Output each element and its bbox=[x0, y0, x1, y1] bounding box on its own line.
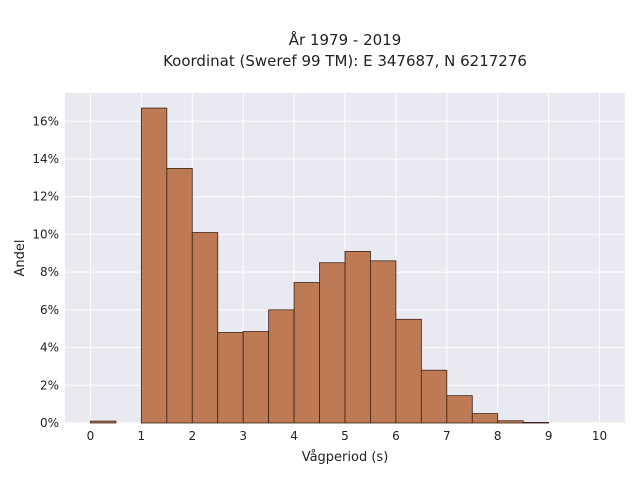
histogram-bar-9 bbox=[319, 262, 346, 424]
x-axis-label: Vågperiod (s) bbox=[302, 450, 389, 465]
y-tick-label-7: 14% bbox=[32, 152, 59, 166]
chart-title-line-1: År 1979 - 2019 bbox=[289, 30, 402, 49]
x-tick-label-5: 5 bbox=[341, 429, 349, 443]
y-tick-label-2: 4% bbox=[40, 341, 59, 355]
histogram-bar-6 bbox=[242, 331, 270, 424]
histogram-bar-4 bbox=[191, 232, 219, 424]
histogram-bar-2 bbox=[140, 107, 168, 424]
x-tick-label-3: 3 bbox=[239, 429, 247, 443]
histogram-bar-0 bbox=[90, 420, 117, 424]
x-tick-label-7: 7 bbox=[443, 429, 451, 443]
histogram-bar-16 bbox=[497, 420, 524, 424]
histogram-bar-15 bbox=[471, 413, 499, 424]
x-tick-label-9: 9 bbox=[545, 429, 553, 443]
histogram-bar-8 bbox=[293, 282, 320, 424]
histogram-bar-11 bbox=[370, 260, 397, 424]
y-axis-label: Andel bbox=[13, 240, 28, 277]
x-tick-label-0: 0 bbox=[87, 429, 95, 443]
x-axis-ticks: 0 1 2 3 4 5 6 7 8 9 10 bbox=[87, 429, 608, 443]
y-tick-label-4: 8% bbox=[40, 265, 59, 279]
histogram-bar-7 bbox=[268, 309, 295, 424]
x-tick-label-1: 1 bbox=[138, 429, 146, 443]
histogram-bar-5 bbox=[217, 332, 244, 424]
chart-title-line-2: Koordinat (Sweref 99 TM): E 347687, N 62… bbox=[163, 52, 527, 70]
histogram-bars bbox=[90, 107, 550, 424]
y-tick-label-6: 12% bbox=[32, 190, 59, 204]
histogram-bar-12 bbox=[395, 318, 422, 424]
y-tick-label-0: 0% bbox=[40, 416, 59, 430]
x-tick-label-4: 4 bbox=[290, 429, 298, 443]
x-tick-label-8: 8 bbox=[494, 429, 502, 443]
x-tick-label-2: 2 bbox=[188, 429, 196, 443]
y-tick-label-1: 2% bbox=[40, 378, 59, 392]
x-tick-label-6: 6 bbox=[392, 429, 400, 443]
histogram-bar-14 bbox=[446, 395, 473, 424]
histogram-bar-13 bbox=[420, 369, 448, 424]
x-tick-label-10: 10 bbox=[592, 429, 607, 443]
y-tick-label-5: 10% bbox=[32, 227, 59, 241]
y-tick-label-3: 6% bbox=[40, 303, 59, 317]
y-axis-ticks: 0% 2% 4% 6% 8% 10% 12% 14% 16% bbox=[32, 114, 59, 430]
histogram-bar-3 bbox=[166, 168, 193, 424]
histogram-bar-10 bbox=[344, 250, 371, 424]
histogram-bar-17 bbox=[522, 422, 550, 424]
y-tick-label-8: 16% bbox=[32, 114, 59, 128]
